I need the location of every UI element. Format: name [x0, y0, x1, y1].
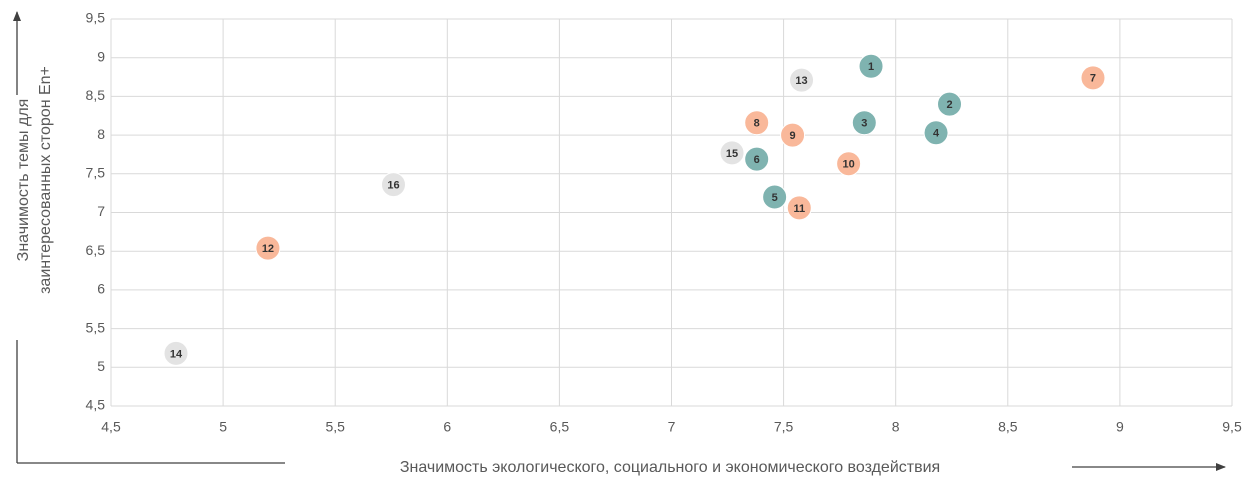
x-tick-label: 5,5: [325, 419, 345, 435]
point-label: 13: [795, 75, 807, 87]
point: [1080, 65, 1106, 91]
point: [851, 110, 877, 136]
point: [789, 67, 815, 93]
point-label: 15: [726, 148, 738, 160]
y-axis-title: заинтересованных сторон En+: [37, 66, 54, 294]
point: [744, 146, 770, 172]
x-tick-label: 4,5: [101, 419, 121, 435]
y-tick-label: 9: [97, 48, 105, 64]
y-tick-label: 4,5: [86, 397, 106, 413]
x-tick-label: 8: [892, 419, 900, 435]
point-label: 12: [262, 243, 274, 255]
x-tick-label: 9: [1116, 419, 1124, 435]
point-label: 16: [387, 180, 399, 192]
point: [858, 53, 884, 79]
y-tick-label: 7,5: [86, 165, 106, 181]
y-tick-label: 8: [97, 126, 105, 142]
y-tick-label: 6: [97, 281, 105, 297]
y-tick-label: 8,5: [86, 87, 106, 103]
point: [719, 140, 745, 166]
point: [163, 340, 189, 366]
point: [937, 91, 963, 117]
point-label: 5: [772, 192, 778, 204]
x-tick-label: 7,5: [774, 419, 794, 435]
y-tick-label: 7: [97, 203, 105, 219]
point-label: 14: [170, 348, 183, 360]
point: [836, 151, 862, 177]
x-tick-label: 6,5: [550, 419, 570, 435]
point-label: 2: [946, 99, 952, 111]
x-tick-label: 9,5: [1222, 419, 1242, 435]
y-axis-title: Значимость темы для: [15, 99, 32, 262]
point-label: 10: [842, 159, 854, 171]
point: [762, 184, 788, 210]
point-label: 11: [793, 203, 805, 215]
point-label: 1: [868, 61, 874, 73]
point-label: 9: [790, 130, 796, 142]
x-axis-title: Значимость экологического, социального и…: [400, 459, 940, 476]
y-tick-label: 5: [97, 358, 105, 374]
x-tick-label: 7: [668, 419, 676, 435]
point-label: 7: [1090, 73, 1096, 85]
x-tick-label: 8,5: [998, 419, 1018, 435]
point: [923, 120, 949, 146]
y-tick-label: 9,5: [86, 10, 106, 26]
point: [744, 110, 770, 136]
x-tick-label: 6: [443, 419, 451, 435]
point-label: 3: [861, 118, 867, 130]
point-label: 8: [754, 118, 760, 130]
y-tick-label: 5,5: [86, 319, 106, 335]
point-label: 6: [754, 154, 760, 166]
point: [380, 172, 406, 198]
point: [786, 195, 812, 221]
point-label: 4: [933, 128, 940, 140]
y-tick-label: 6,5: [86, 242, 106, 258]
x-tick-label: 5: [219, 419, 227, 435]
point: [255, 235, 281, 261]
point: [780, 122, 806, 148]
